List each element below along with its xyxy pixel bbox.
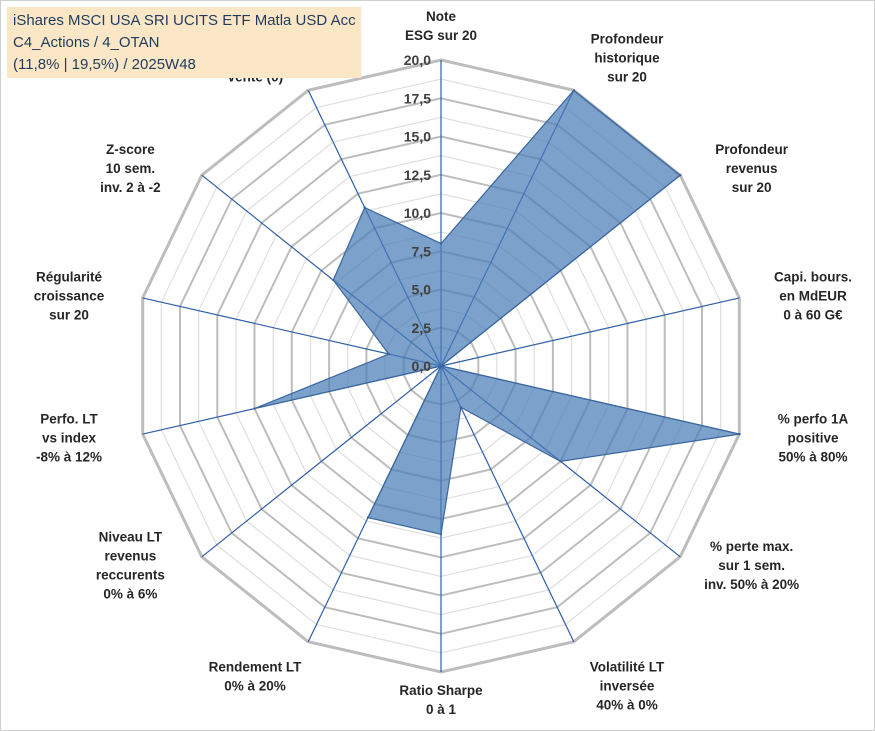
axis-label-line: Z-score xyxy=(106,142,155,157)
axis-label-3: Capi. bours. en MdEUR 0 à 60 G€ xyxy=(774,270,852,323)
axis-label-line: inv. 50% à 20% xyxy=(704,577,799,592)
tick-label: 17,5 xyxy=(404,90,431,106)
data-point xyxy=(439,242,443,245)
axis-label-1: Profondeur historique sur 20 xyxy=(591,32,664,85)
axis-label-0: Note ESG sur 20 xyxy=(405,9,477,43)
axis-label-6: Volatilité LT inversée 40% à 0% xyxy=(590,660,665,713)
axis-labels: Note ESG sur 20 Profondeur historique sur 20… xyxy=(34,9,852,717)
data-point xyxy=(738,432,741,436)
data-point xyxy=(253,407,256,410)
axis-label-8: Rendement LT 0% à 20% xyxy=(209,660,303,694)
tick-label: 10,0 xyxy=(404,205,431,221)
data-point xyxy=(366,516,370,519)
axis-label-line: Niveau LT xyxy=(99,529,163,544)
axis-label-line: Profondeur xyxy=(715,142,788,157)
data-point xyxy=(439,364,443,368)
axis-label-11: Régularité croissance sur 20 xyxy=(34,270,105,323)
tick-label: 15,0 xyxy=(404,129,431,145)
axis-label-line: revenus xyxy=(105,548,157,563)
axis-label-line: sur 1 sem. xyxy=(718,558,785,573)
axis-label-line: ESG sur 20 xyxy=(405,28,477,43)
data-point xyxy=(387,352,390,356)
axis-label-line: % perte max. xyxy=(710,539,793,554)
axis-label-line: 0 à 60 G€ xyxy=(783,308,843,323)
data-polygon xyxy=(254,89,740,536)
data-point xyxy=(572,89,575,92)
spoke-9 xyxy=(201,365,442,558)
axis-label-line: inv. 2 à -2 xyxy=(100,180,161,195)
axis-label-9: Niveau LT revenus reccurents 0% à 6% xyxy=(96,529,165,601)
tick-label: 0,0 xyxy=(412,358,432,374)
axis-label-line: Perfo. LT xyxy=(40,411,98,426)
axis-label-line: 10 sem. xyxy=(106,161,156,176)
axis-label-2: Profondeur revenus sur 20 xyxy=(715,142,788,195)
data-point xyxy=(439,533,443,536)
axis-label-line: Ratio Sharpe xyxy=(399,683,483,698)
tick-label: 2,5 xyxy=(412,320,432,336)
axis-label-line: Volatilité LT xyxy=(590,660,665,675)
spoke-3 xyxy=(440,297,740,367)
axis-label-line: positive xyxy=(787,430,839,445)
axis-label-line: historique xyxy=(594,51,660,66)
axis-label-line: sur 20 xyxy=(49,308,89,323)
axis-label-line: Profondeur xyxy=(591,32,664,47)
axis-label-line: % perfo 1A xyxy=(778,411,849,426)
axis-label-line: 40% à 0% xyxy=(596,698,658,713)
axis-label-line: en MdEUR xyxy=(779,289,847,304)
axis-label-line: 50% à 80% xyxy=(778,449,847,464)
data-point xyxy=(459,406,463,409)
axis-label-7: Ratio Sharpe 0 à 1 xyxy=(399,683,483,717)
axis-label-line: sur 20 xyxy=(732,180,772,195)
axis-label-line: croissance xyxy=(34,289,105,304)
axis-label-line: inversée xyxy=(600,679,655,694)
axis-label-line: vs index xyxy=(42,430,97,445)
data-point xyxy=(559,460,562,463)
axis-label-line: Capi. bours. xyxy=(774,270,852,285)
radial-tick-labels: 0,0 2,5 5,0 7,5 10,0 12,5 15,0 17,5 20,0 xyxy=(404,52,431,374)
title-line-2: C4_Actions / 4_OTAN xyxy=(13,34,160,51)
tick-label: 5,0 xyxy=(412,282,432,298)
axis-label-5: % perte max. sur 1 sem. inv. 50% à 20% xyxy=(704,539,799,592)
radar-series xyxy=(253,89,741,536)
axis-label-line: Rendement LT xyxy=(209,660,303,675)
title-line-1: iShares MSCI USA SRI UCITS ETF Matla USD… xyxy=(13,12,356,29)
axis-label-line: Note xyxy=(426,9,456,24)
axis-label-10: Perfo. LT vs index -8% à 12% xyxy=(36,411,102,464)
data-point xyxy=(332,278,335,282)
title-line-3: (11,8% | 19,5%) / 2025W48 xyxy=(13,56,196,73)
spoke-6 xyxy=(440,365,575,642)
axis-label-line: 0 à 1 xyxy=(426,702,457,717)
chart-title-box: iShares MSCI USA SRI UCITS ETF Matla USD… xyxy=(7,7,361,78)
axis-label-line: -8% à 12% xyxy=(36,449,102,464)
data-point xyxy=(679,174,682,177)
axis-label-12: Z-score 10 sem. inv. 2 à -2 xyxy=(100,142,161,195)
axis-label-line: 0% à 6% xyxy=(103,586,157,601)
axis-label-line: reccurents xyxy=(96,567,165,582)
tick-label: 7,5 xyxy=(412,243,432,259)
axis-label-4: % perfo 1A positive 50% à 80% xyxy=(778,411,849,464)
tick-label: 12,5 xyxy=(404,167,431,183)
tick-label: 20,0 xyxy=(404,52,431,68)
data-point xyxy=(363,206,366,209)
axis-label-line: 0% à 20% xyxy=(224,679,286,694)
axis-label-line: sur 20 xyxy=(607,70,647,85)
axis-label-line: Régularité xyxy=(36,270,103,285)
axis-label-line: revenus xyxy=(726,161,778,176)
